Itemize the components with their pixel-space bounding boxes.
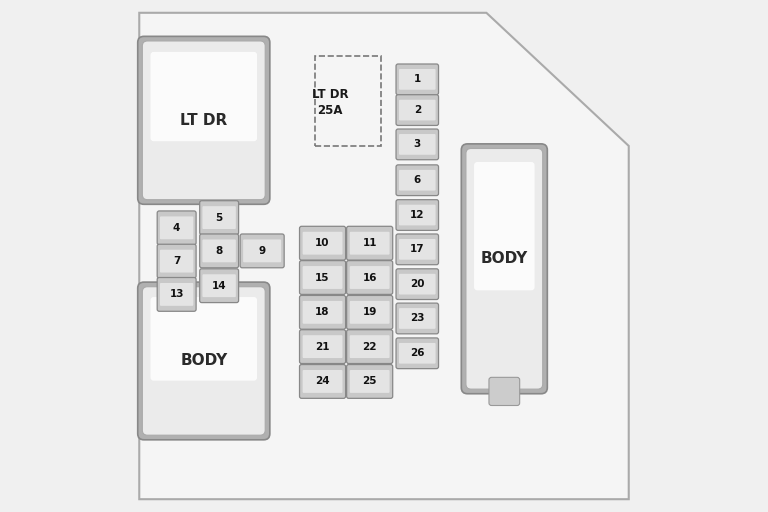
FancyBboxPatch shape	[349, 335, 389, 358]
Text: 2: 2	[414, 105, 421, 115]
FancyBboxPatch shape	[160, 217, 194, 239]
FancyBboxPatch shape	[399, 239, 435, 260]
FancyBboxPatch shape	[346, 261, 392, 294]
Text: 13: 13	[170, 289, 184, 300]
FancyBboxPatch shape	[303, 370, 343, 393]
FancyBboxPatch shape	[300, 226, 346, 260]
Text: 1: 1	[414, 74, 421, 84]
FancyBboxPatch shape	[203, 206, 236, 229]
Text: 16: 16	[362, 272, 377, 283]
FancyBboxPatch shape	[142, 41, 265, 200]
FancyBboxPatch shape	[399, 69, 435, 90]
FancyBboxPatch shape	[474, 162, 535, 290]
Text: 21: 21	[316, 342, 329, 352]
FancyBboxPatch shape	[300, 261, 346, 294]
FancyBboxPatch shape	[396, 303, 439, 334]
Text: 4: 4	[173, 223, 180, 233]
FancyBboxPatch shape	[466, 148, 543, 389]
FancyBboxPatch shape	[396, 200, 439, 230]
FancyBboxPatch shape	[349, 370, 389, 393]
FancyBboxPatch shape	[349, 266, 389, 289]
FancyBboxPatch shape	[200, 234, 239, 268]
FancyBboxPatch shape	[151, 52, 257, 141]
FancyBboxPatch shape	[203, 274, 236, 297]
Text: 25: 25	[362, 376, 377, 387]
FancyBboxPatch shape	[200, 201, 239, 234]
Text: 14: 14	[212, 281, 227, 291]
FancyBboxPatch shape	[303, 335, 343, 358]
Text: 24: 24	[315, 376, 330, 387]
FancyBboxPatch shape	[346, 365, 392, 398]
Text: 9: 9	[259, 246, 266, 256]
FancyBboxPatch shape	[300, 330, 346, 364]
FancyBboxPatch shape	[303, 301, 343, 324]
FancyBboxPatch shape	[396, 269, 439, 300]
Text: BODY: BODY	[180, 353, 227, 369]
FancyBboxPatch shape	[157, 244, 196, 278]
FancyBboxPatch shape	[203, 240, 236, 262]
FancyBboxPatch shape	[151, 297, 257, 380]
Text: 18: 18	[316, 307, 329, 317]
Text: LT DR: LT DR	[180, 113, 227, 128]
FancyBboxPatch shape	[303, 232, 343, 254]
Text: LT DR
25A: LT DR 25A	[312, 88, 349, 117]
FancyBboxPatch shape	[399, 308, 435, 329]
FancyBboxPatch shape	[399, 274, 435, 294]
Text: 3: 3	[414, 139, 421, 150]
FancyBboxPatch shape	[396, 165, 439, 196]
FancyBboxPatch shape	[346, 295, 392, 329]
Text: 5: 5	[216, 212, 223, 223]
FancyBboxPatch shape	[396, 234, 439, 265]
Text: 7: 7	[173, 256, 180, 266]
FancyBboxPatch shape	[349, 232, 389, 254]
FancyBboxPatch shape	[396, 64, 439, 95]
FancyBboxPatch shape	[346, 330, 392, 364]
FancyBboxPatch shape	[157, 278, 196, 311]
FancyBboxPatch shape	[396, 338, 439, 369]
Text: 20: 20	[410, 279, 425, 289]
FancyBboxPatch shape	[157, 211, 196, 245]
FancyBboxPatch shape	[462, 144, 548, 394]
FancyBboxPatch shape	[399, 100, 435, 120]
FancyBboxPatch shape	[396, 129, 439, 160]
FancyBboxPatch shape	[200, 269, 239, 303]
FancyBboxPatch shape	[160, 283, 194, 306]
FancyBboxPatch shape	[399, 170, 435, 190]
Text: BODY: BODY	[481, 251, 528, 266]
Text: 8: 8	[216, 246, 223, 256]
FancyBboxPatch shape	[300, 295, 346, 329]
FancyBboxPatch shape	[243, 240, 281, 262]
Text: 12: 12	[410, 210, 425, 220]
Text: 22: 22	[362, 342, 377, 352]
Text: 11: 11	[362, 238, 377, 248]
Text: 10: 10	[316, 238, 329, 248]
Text: 19: 19	[362, 307, 377, 317]
FancyBboxPatch shape	[137, 282, 270, 440]
FancyBboxPatch shape	[399, 343, 435, 364]
Text: 17: 17	[410, 244, 425, 254]
FancyBboxPatch shape	[489, 377, 520, 406]
FancyBboxPatch shape	[399, 205, 435, 225]
Text: 23: 23	[410, 313, 425, 324]
FancyBboxPatch shape	[399, 134, 435, 155]
Text: 26: 26	[410, 348, 425, 358]
FancyBboxPatch shape	[240, 234, 284, 268]
FancyBboxPatch shape	[349, 301, 389, 324]
Polygon shape	[139, 13, 629, 499]
FancyBboxPatch shape	[142, 287, 265, 435]
FancyBboxPatch shape	[396, 95, 439, 125]
Text: 15: 15	[316, 272, 329, 283]
FancyBboxPatch shape	[160, 250, 194, 272]
FancyBboxPatch shape	[300, 365, 346, 398]
Text: 6: 6	[414, 175, 421, 185]
FancyBboxPatch shape	[346, 226, 392, 260]
FancyBboxPatch shape	[137, 36, 270, 204]
FancyBboxPatch shape	[303, 266, 343, 289]
